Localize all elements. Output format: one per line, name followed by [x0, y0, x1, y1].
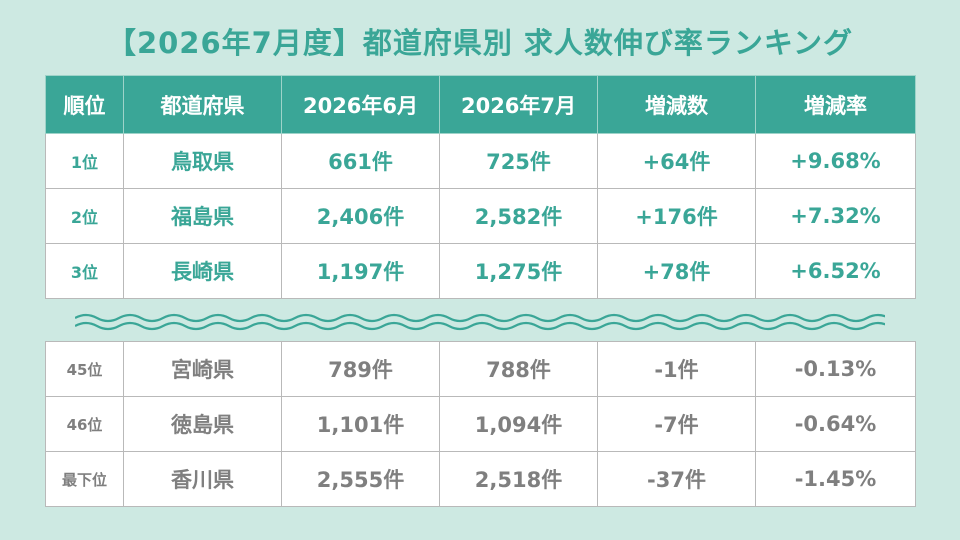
- change-count-cell: -37件: [597, 451, 756, 507]
- wave-line-upper: [75, 313, 885, 323]
- july-cell: 788件: [439, 341, 598, 397]
- prefecture-cell: 長崎県: [123, 243, 282, 299]
- change-count-cell: +78件: [597, 243, 756, 299]
- prefecture-cell: 香川県: [123, 451, 282, 507]
- july-cell: 2,582件: [439, 188, 598, 244]
- july-cell: 1,275件: [439, 243, 598, 299]
- table-row: 45位 宮崎県 789件 788件 -1件 -0.13%: [45, 341, 916, 397]
- change-count-cell: -7件: [597, 396, 756, 452]
- june-cell: 2,555件: [281, 451, 440, 507]
- page-title: 【2026年7月度】都道府県別 求人数伸び率ランキング: [106, 26, 854, 60]
- wave-divider: [75, 313, 885, 331]
- change-rate-cell: +6.52%: [755, 243, 916, 299]
- top-ranking-table: 順位 都道府県 2026年6月 2026年7月 増減数 増減率 1位 鳥取県 6…: [45, 75, 916, 299]
- june-cell: 2,406件: [281, 188, 440, 244]
- wave-line-lower: [75, 321, 885, 331]
- prefecture-cell: 宮崎県: [123, 341, 282, 397]
- bottom-ranking-table: 45位 宮崎県 789件 788件 -1件 -0.13% 46位 徳島県 1,1…: [45, 341, 916, 507]
- july-cell: 1,094件: [439, 396, 598, 452]
- july-cell: 725件: [439, 133, 598, 189]
- change-rate-cell: -0.64%: [755, 396, 916, 452]
- table-row: 2位 福島県 2,406件 2,582件 +176件 +7.32%: [45, 188, 916, 244]
- rank-cell: 3位: [45, 243, 124, 299]
- table-row: 46位 徳島県 1,101件 1,094件 -7件 -0.64%: [45, 396, 916, 452]
- change-rate-cell: +9.68%: [755, 133, 916, 189]
- change-count-cell: +64件: [597, 133, 756, 189]
- header-july: 2026年7月: [439, 75, 598, 134]
- change-count-cell: +176件: [597, 188, 756, 244]
- rank-cell: 46位: [45, 396, 124, 452]
- change-rate-cell: -1.45%: [755, 451, 916, 507]
- header-change-count: 増減数: [597, 75, 756, 134]
- rank-cell: 2位: [45, 188, 124, 244]
- rank-cell: 1位: [45, 133, 124, 189]
- header-june: 2026年6月: [281, 75, 440, 134]
- table-row: 最下位 香川県 2,555件 2,518件 -37件 -1.45%: [45, 451, 916, 507]
- header-change-rate: 増減率: [755, 75, 916, 134]
- rank-cell: 45位: [45, 341, 124, 397]
- change-rate-cell: -0.13%: [755, 341, 916, 397]
- prefecture-cell: 鳥取県: [123, 133, 282, 189]
- table-row: 1位 鳥取県 661件 725件 +64件 +9.68%: [45, 133, 916, 189]
- june-cell: 789件: [281, 341, 440, 397]
- june-cell: 1,197件: [281, 243, 440, 299]
- rank-cell: 最下位: [45, 451, 124, 507]
- header-rank: 順位: [45, 75, 124, 134]
- july-cell: 2,518件: [439, 451, 598, 507]
- june-cell: 661件: [281, 133, 440, 189]
- change-count-cell: -1件: [597, 341, 756, 397]
- june-cell: 1,101件: [281, 396, 440, 452]
- prefecture-cell: 徳島県: [123, 396, 282, 452]
- header-prefecture: 都道府県: [123, 75, 282, 134]
- header-row: 順位 都道府県 2026年6月 2026年7月 増減数 増減率: [45, 75, 916, 134]
- prefecture-cell: 福島県: [123, 188, 282, 244]
- change-rate-cell: +7.32%: [755, 188, 916, 244]
- table-row: 3位 長崎県 1,197件 1,275件 +78件 +6.52%: [45, 243, 916, 299]
